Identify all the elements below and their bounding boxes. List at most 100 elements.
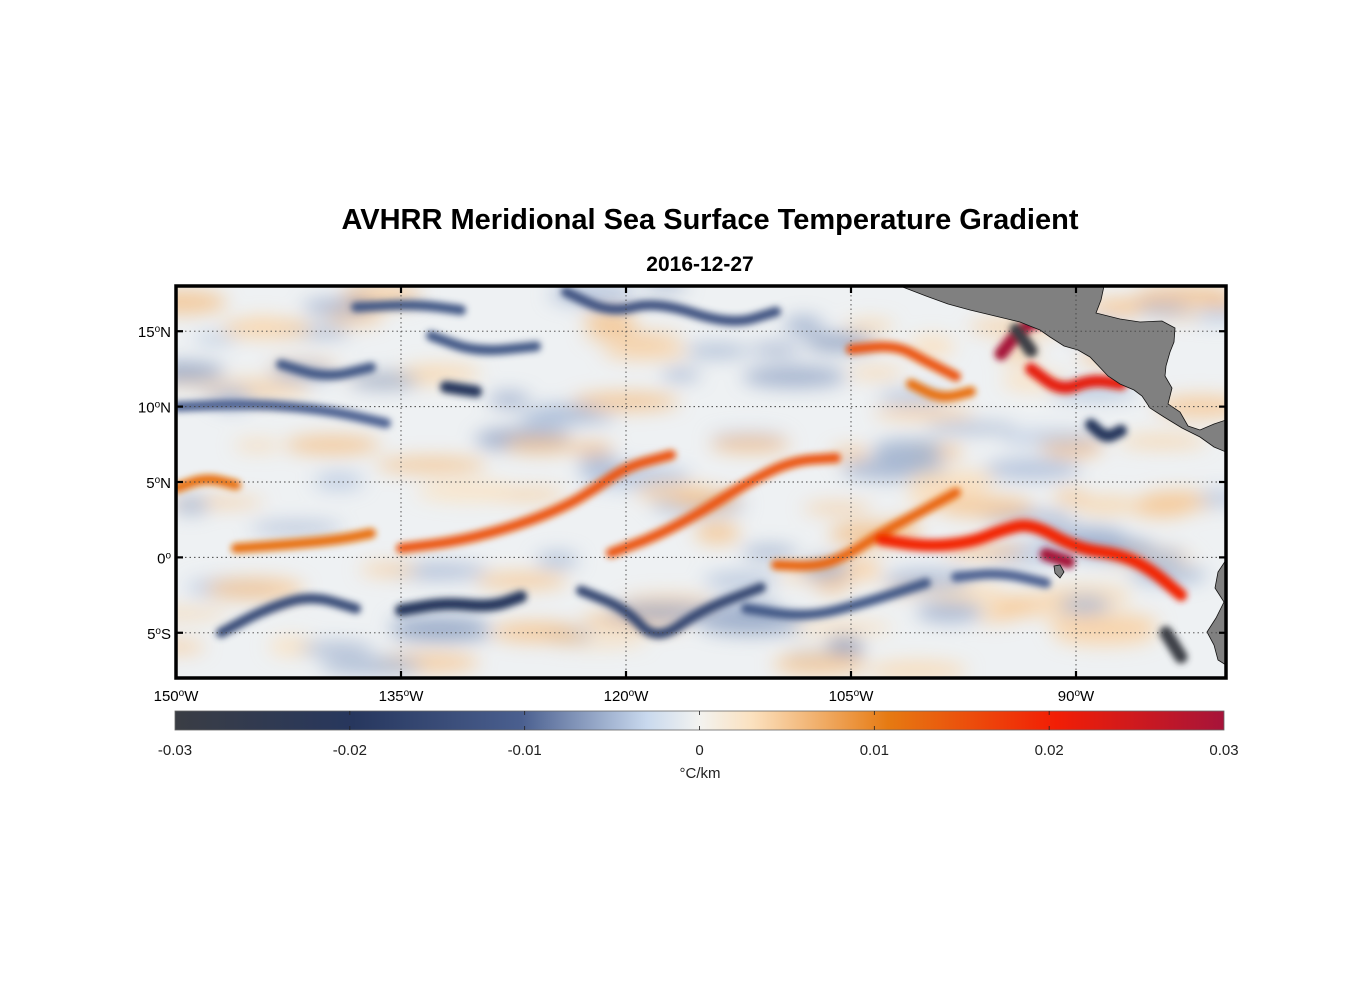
texture-blob — [1131, 499, 1192, 518]
texture-blob — [999, 429, 1105, 446]
texture-blob — [1198, 489, 1226, 507]
texture-blob — [531, 404, 597, 415]
texture-blob — [397, 364, 482, 383]
texture-blob — [847, 366, 904, 379]
land-mask — [899, 286, 1226, 666]
texture-blob — [924, 422, 1018, 434]
texture-blob — [694, 521, 741, 544]
land-galapagos — [1053, 564, 1065, 579]
texture-blob — [742, 365, 847, 388]
colorbar: -0.03 -0.02 -0.01 0 0.01 0.02 0.03 °C/km — [158, 710, 1239, 782]
texture-blob — [536, 552, 579, 568]
land-central-america — [899, 286, 1226, 453]
cool-gradient-feature — [440, 381, 482, 398]
texture-blob — [1047, 612, 1160, 636]
lat-tick-label: 10oN — [138, 399, 171, 417]
warm-gradient-feature — [875, 519, 1187, 602]
texture-blob — [583, 310, 637, 334]
texture-blob — [375, 456, 488, 473]
map-panel: 150oW 135oW 120oW 105oW 90oW 15oN 10oN 5oN 0o 5o… — [138, 284, 1228, 706]
cool-gradient-feature — [576, 582, 766, 639]
texture-blob — [298, 642, 374, 655]
texture-blob — [578, 454, 622, 477]
lon-tick-label: 135oW — [379, 688, 425, 706]
texture-blob — [660, 369, 702, 381]
texture-blob — [997, 599, 1038, 616]
cool-gradient-feature — [951, 569, 1051, 588]
chart-title: AVHRR Meridional Sea Surface Temperature… — [341, 204, 1079, 236]
texture-blob — [683, 343, 750, 358]
texture-blob — [1052, 489, 1089, 505]
lon-tick-label: 90oW — [1058, 688, 1095, 706]
texture-blob — [741, 545, 798, 559]
colorbar-tick-label: 0.01 — [860, 742, 889, 759]
lat-tick-label: 0o — [157, 550, 171, 568]
texture-blob — [491, 621, 581, 643]
texture-blob — [872, 407, 975, 420]
texture-blob — [916, 601, 983, 623]
colorbar-tick-label: -0.03 — [158, 742, 192, 759]
texture-blob — [390, 621, 493, 642]
cool-gradient-feature — [176, 399, 391, 429]
texture-blob — [772, 652, 868, 677]
lon-tick-label: 120oW — [604, 688, 650, 706]
texture-blob — [1136, 302, 1191, 316]
texture-blob — [984, 458, 1081, 480]
cool-gradient-feature — [561, 287, 781, 326]
texture-blob — [249, 522, 343, 534]
warm-gradient-feature — [846, 341, 961, 382]
texture-blob — [872, 439, 944, 463]
texture-blob — [583, 331, 684, 342]
cool-gradient-feature — [351, 300, 466, 316]
colorbar-tick-label: 0.03 — [1209, 742, 1238, 759]
longitude-labels: 150oW 135oW 120oW 105oW 90oW — [154, 688, 1095, 706]
texture-blob — [205, 577, 305, 601]
texture-blob — [176, 362, 226, 382]
texture-blob — [935, 495, 1034, 518]
texture-blob — [709, 436, 791, 453]
texture-blob — [783, 316, 824, 335]
texture-blob — [906, 478, 989, 498]
lon-tick-label: 105oW — [829, 688, 875, 706]
texture-blob — [703, 572, 779, 589]
lat-tick-label: 5oS — [147, 625, 171, 643]
texture-blob — [867, 660, 968, 678]
texture-blob — [826, 636, 864, 659]
gradient-features — [176, 287, 1188, 664]
cool-gradient-feature — [741, 578, 931, 620]
texture-blob — [416, 481, 516, 502]
texture-blob — [1058, 596, 1111, 614]
texture-blob — [601, 342, 689, 360]
warm-gradient-feature — [606, 452, 841, 558]
cool-gradient-feature — [216, 593, 361, 638]
land-south-america — [1206, 559, 1226, 666]
texture-blob — [176, 497, 265, 508]
chart-subtitle: 2016-12-27 — [646, 253, 754, 276]
warm-gradient-feature — [1039, 547, 1075, 569]
cool-gradient-feature — [1009, 323, 1038, 358]
warm-gradient-feature — [1025, 362, 1127, 394]
texture-blob — [176, 496, 210, 515]
texture-blob — [550, 636, 647, 648]
lat-tick-label: 5oN — [146, 475, 171, 493]
texture-blob — [845, 319, 895, 333]
texture-blob — [313, 472, 364, 490]
texture-blob — [242, 316, 282, 335]
colorbar-tick-label: 0 — [695, 742, 703, 759]
cool-gradient-feature — [1085, 418, 1127, 442]
lon-tick-label: 150oW — [154, 688, 200, 706]
texture-blob — [284, 435, 381, 455]
texture-blob — [193, 333, 236, 346]
texture-blob — [802, 503, 873, 514]
texture-blob — [176, 640, 206, 654]
texture-blob — [475, 572, 569, 590]
texture-blob — [1075, 495, 1139, 515]
texture-blob — [787, 621, 893, 635]
texture-blob — [233, 440, 282, 451]
texture-blob — [488, 392, 531, 408]
texture-blob — [1117, 434, 1208, 449]
colorbar-gradient — [175, 711, 1224, 730]
texture-blob — [749, 343, 802, 356]
texture-blob — [635, 482, 711, 502]
